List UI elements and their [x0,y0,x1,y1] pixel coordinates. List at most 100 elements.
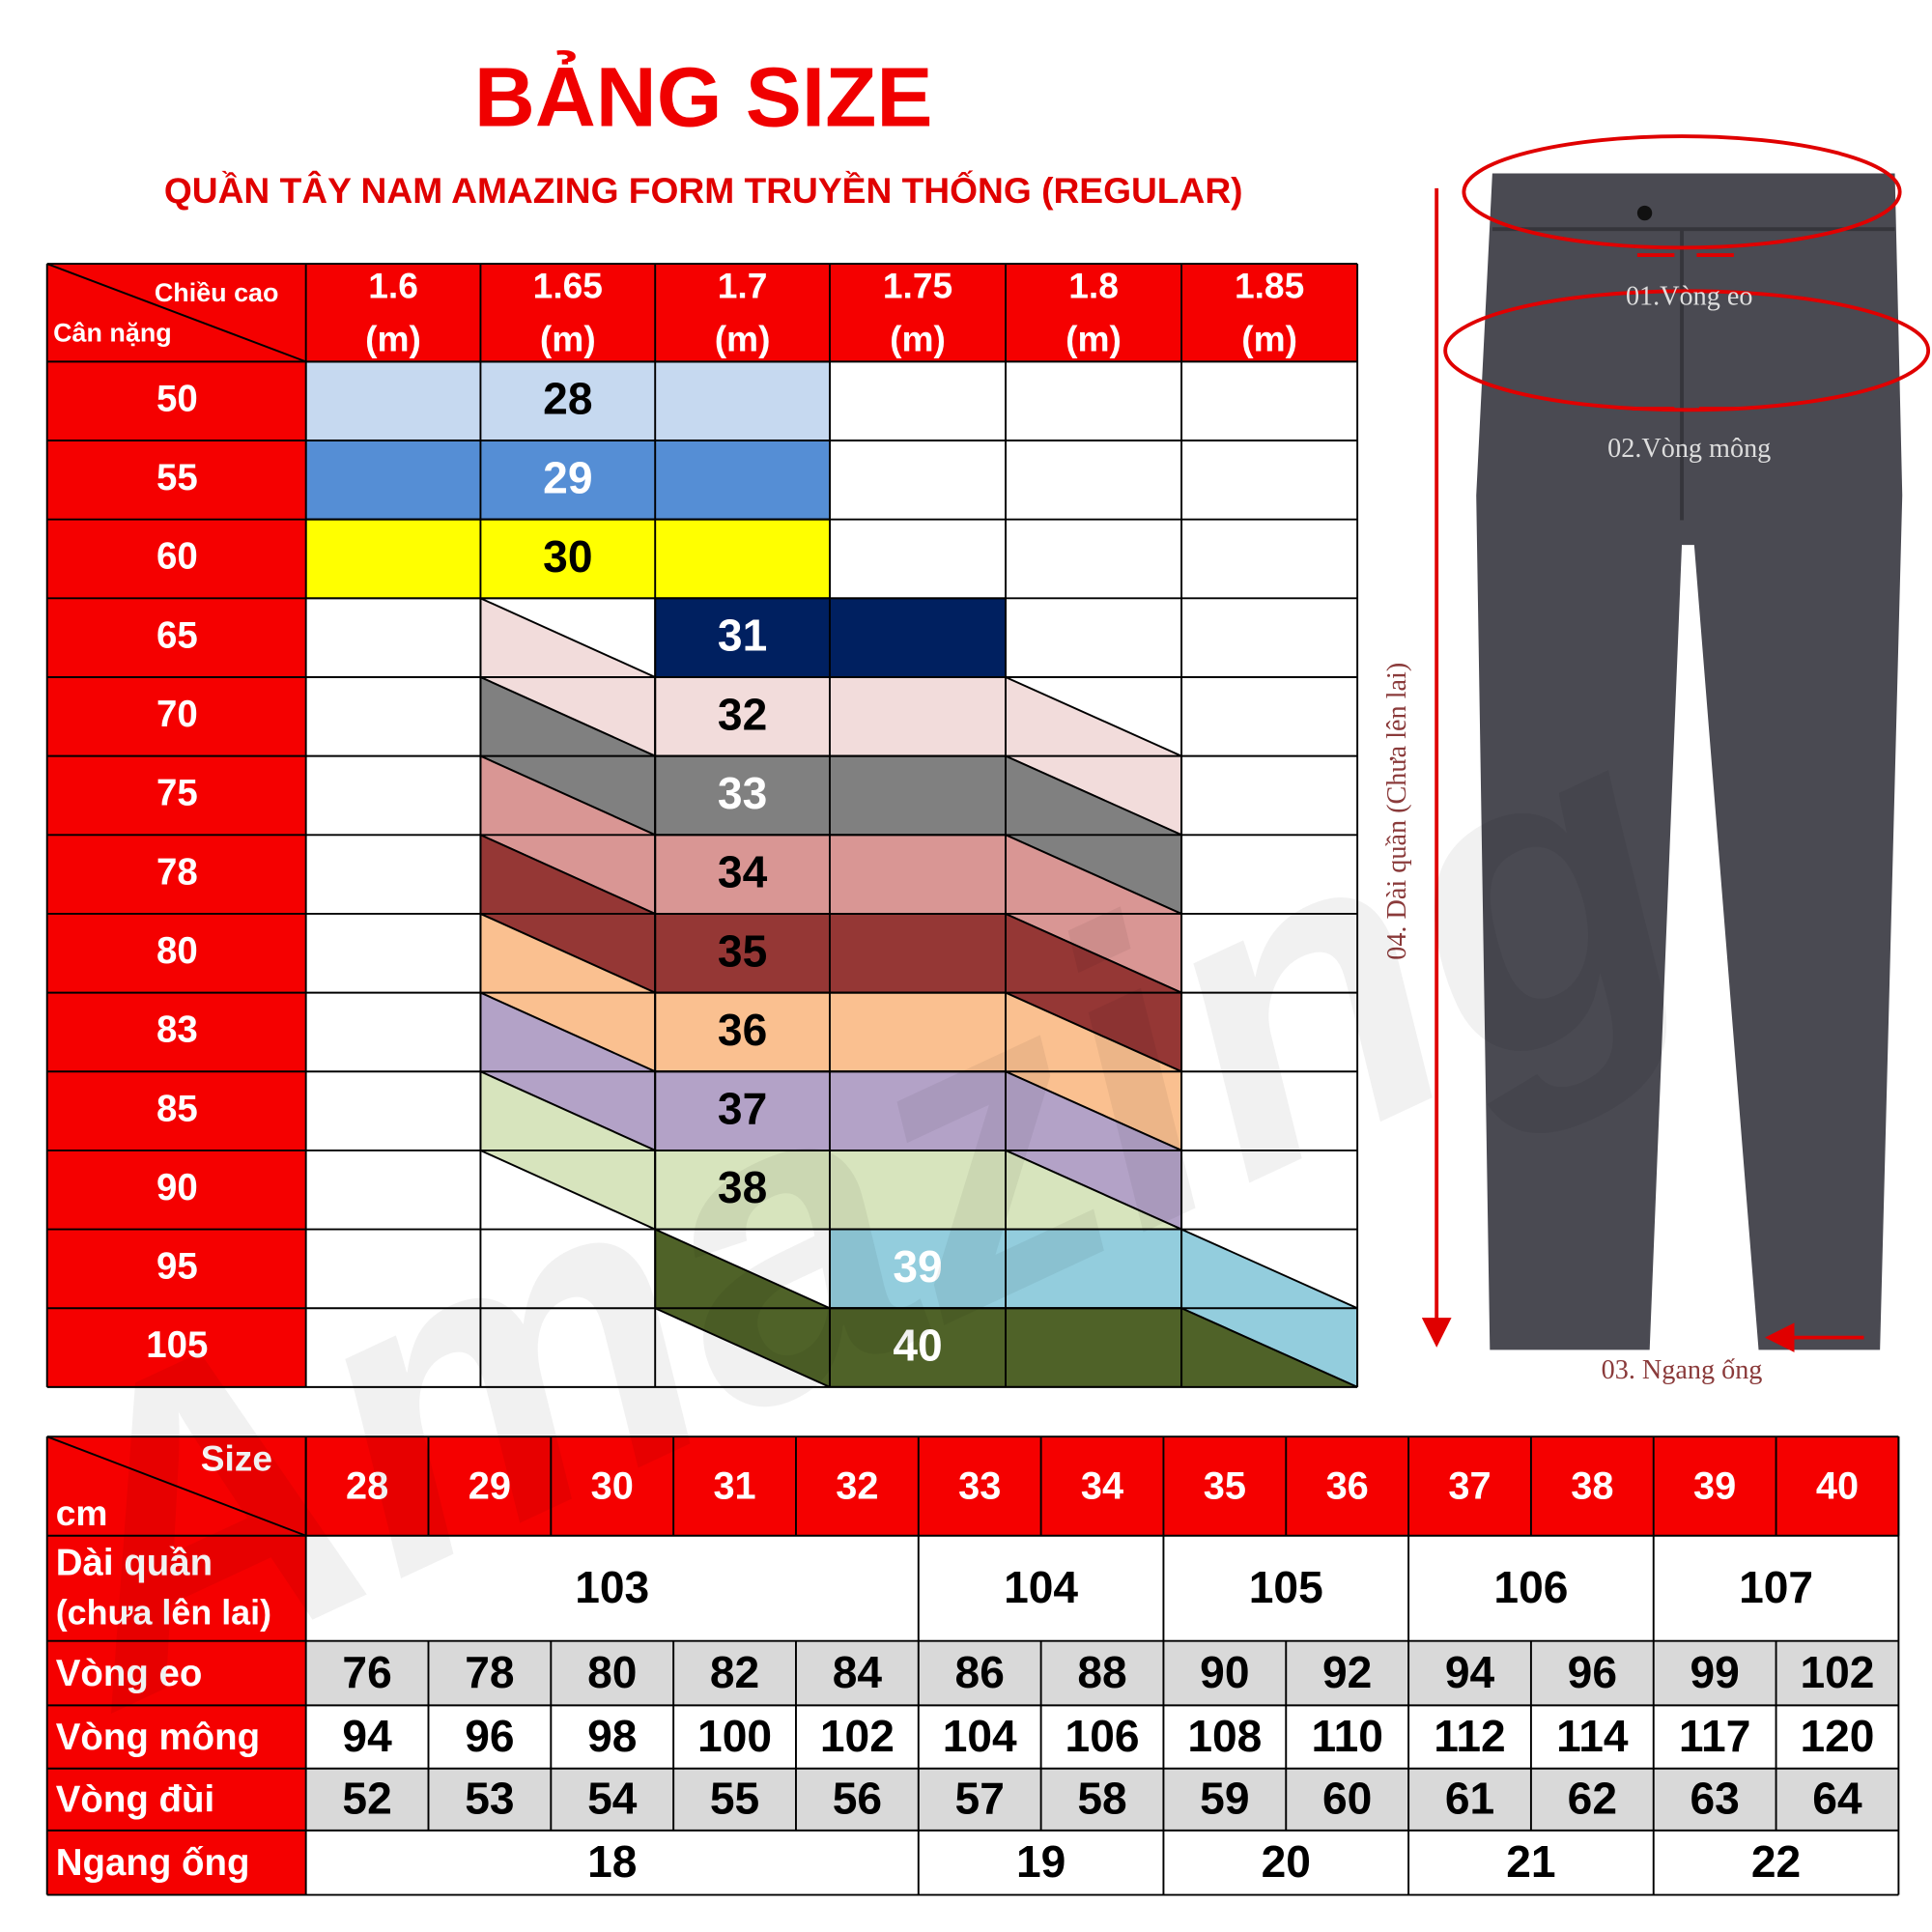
corner-label: Cân nặng [53,318,172,347]
cell-value: 94 [1445,1647,1495,1697]
height-unit: (m) [890,319,946,359]
height-label: 1.75 [883,266,952,306]
cell-value: 103 [575,1562,649,1612]
cell-value: 61 [1445,1774,1494,1824]
cell-value: 54 [587,1774,638,1824]
waist-ellipse [1462,134,1902,250]
cell-value: 106 [1065,1711,1140,1761]
size-header: 36 [1326,1465,1369,1508]
weight-label: 95 [156,1246,198,1288]
cell-value: 53 [465,1774,514,1824]
weight-label: 55 [156,457,198,498]
cell-value: 102 [1800,1647,1874,1697]
size-table: Chiều cao Cân nặng 1.6 (m) 1.65 (m) 1.7 (m) 1.75… [45,263,1359,1388]
cell-value: 92 [1322,1647,1372,1697]
cell-value: 104 [943,1711,1017,1761]
size-label: 34 [718,847,768,897]
size-header: 35 [1204,1465,1246,1508]
size-label: 36 [718,1005,767,1055]
button [1636,205,1653,221]
cell-value: 108 [1187,1711,1262,1761]
row-label: Vòng mông [56,1717,260,1758]
row-bg [305,1640,1899,1706]
height-label: 1.8 [1068,266,1119,306]
corner-diagonal [46,263,307,363]
cell-value: 59 [1200,1774,1249,1824]
size-header: 38 [1571,1465,1613,1508]
size-label: 28 [543,374,592,424]
height-label: 1.85 [1235,266,1304,306]
size-header: 29 [469,1465,511,1508]
cell-value: 58 [1077,1774,1126,1824]
hip-label: 02.Vòng mông [1607,434,1771,464]
size-label: 33 [718,768,767,818]
cell-value: 57 [955,1774,1005,1824]
cell-value: 106 [1493,1562,1568,1612]
weight-label: 70 [156,694,198,735]
size-label: 37 [718,1084,767,1134]
corner-label: cm [56,1492,108,1533]
cell-value: 105 [1249,1562,1323,1612]
header-bg [46,264,1358,362]
pants-seam [1492,227,1895,521]
cell-value: 117 [1679,1711,1750,1761]
length-label: 04. Dài quần (Chưa lên lai) [1382,663,1412,960]
size-label: 38 [718,1162,767,1212]
cell-value: 64 [1812,1774,1862,1824]
waist-label: 01.Vòng eo [1626,281,1753,311]
pants-diagram: 01.Vòng eo 02.Vòng mông 03. Ngang ống 04… [1382,134,1931,1385]
cell-value: 62 [1568,1774,1617,1824]
cell-value: 88 [1077,1647,1126,1697]
row-bg [305,1705,1899,1769]
size-header: 34 [1081,1465,1123,1508]
cell-value: 52 [342,1774,391,1824]
corner-label: Size [201,1438,272,1479]
cell-value: 56 [833,1774,882,1824]
cell-value: 96 [1568,1647,1617,1697]
pants [1476,173,1903,1350]
cell-value: 18 [587,1836,637,1887]
weight-label: 65 [156,614,198,656]
cell-value: 76 [342,1647,391,1697]
cell-value: 80 [587,1647,637,1697]
size-label: 39 [893,1241,942,1292]
cell-value: 86 [955,1647,1005,1697]
size-label: 32 [718,689,767,739]
cell-value: 60 [1322,1774,1372,1824]
subtitle: QUẦN TÂY NAM AMAZING FORM TRUYỀN THỐNG (… [164,170,1243,211]
cell-value: 112 [1434,1711,1505,1761]
size-label: 30 [543,531,592,582]
label-bg [46,1535,306,1895]
size-header: 33 [958,1465,1001,1508]
header-bg [46,1436,1899,1536]
cell-value: 20 [1262,1836,1311,1887]
weight-label: 105 [146,1324,208,1366]
height-unit: (m) [715,319,771,359]
cell-value: 100 [697,1711,772,1761]
size-label: 40 [893,1321,942,1371]
cell-value: 21 [1506,1836,1555,1887]
size-header: 39 [1693,1465,1736,1508]
height-unit: (m) [365,319,421,359]
height-label: 1.65 [533,266,603,306]
size-header: 40 [1816,1465,1859,1508]
size-header: 30 [591,1465,634,1508]
cell-value: 110 [1311,1711,1382,1761]
hip-ellipse [1443,289,1931,412]
cell-value: 98 [587,1711,637,1761]
row-label: Vòng eo [56,1653,203,1694]
measure-arrows [1632,253,1864,1338]
weight-label: 60 [156,536,198,578]
cell-value: 19 [1016,1836,1065,1887]
cell-value: 22 [1751,1836,1801,1887]
cell-value: 114 [1556,1711,1629,1761]
cell-value: 120 [1800,1711,1874,1761]
size-label: 31 [718,611,767,661]
hem-label: 03. Ngang ống [1602,1355,1763,1385]
size-header: 37 [1448,1465,1491,1508]
height-unit: (m) [540,319,596,359]
weight-label: 90 [156,1167,198,1208]
weight-label: 85 [156,1088,198,1129]
cell-value: 55 [710,1774,759,1824]
